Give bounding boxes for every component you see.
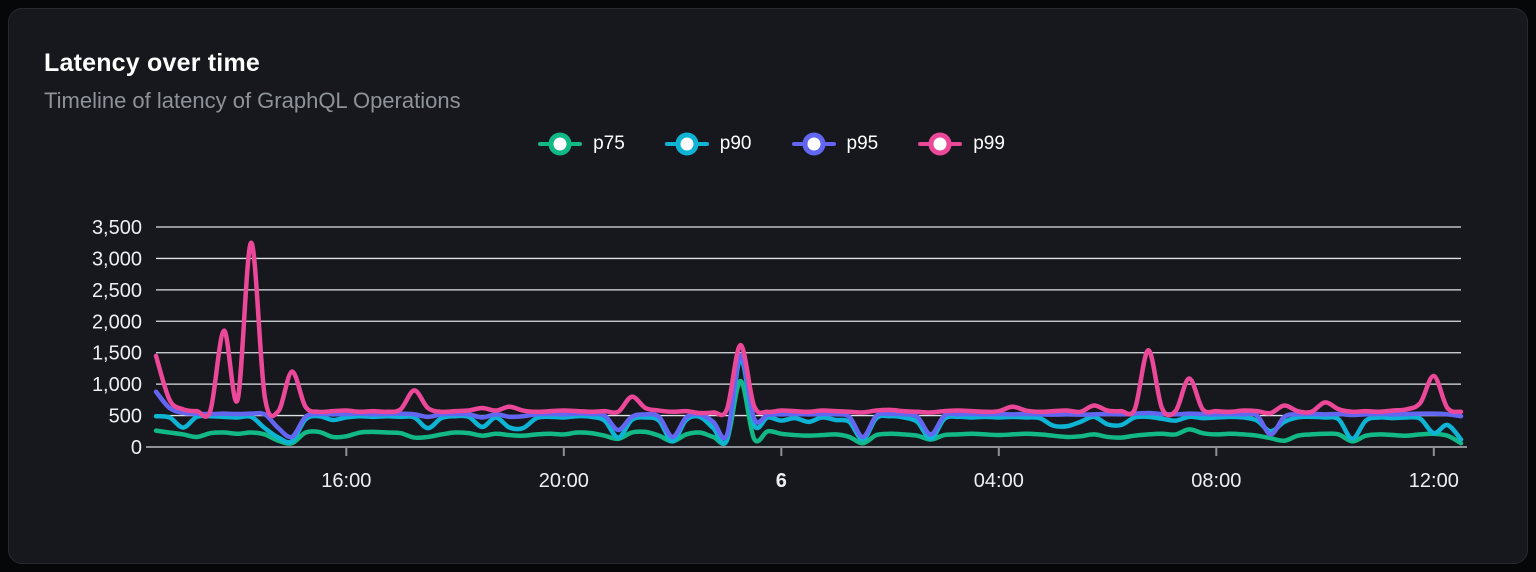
legend-label: p95 <box>846 133 879 154</box>
chart-title: Latency over time <box>44 49 260 77</box>
x-tick-label: 6 <box>776 470 787 492</box>
legend-dot-icon <box>802 132 825 156</box>
legend-label: p99 <box>973 133 1005 154</box>
chart-area: 0 500 1,000 1,500 2,000 2,500 3,000 3,500 16:00 2… <box>41 215 1481 512</box>
y-tick-label: 1,000 <box>92 374 142 396</box>
legend-item-p75[interactable]: p75 <box>538 131 625 157</box>
legend-label: p90 <box>719 133 752 154</box>
x-tick-label: 12:00 <box>1409 470 1459 492</box>
legend-marker-p99 <box>918 131 963 157</box>
legend-label: p75 <box>593 133 625 154</box>
legend-marker-p95 <box>791 131 836 157</box>
y-tick-label: 3,500 <box>92 217 142 239</box>
series-line-p95 <box>153 352 1464 441</box>
legend-marker-p90 <box>664 131 709 157</box>
legend-dot-icon <box>928 132 952 156</box>
legend-item-p99[interactable]: p99 <box>918 131 1005 157</box>
chart-subtitle: Timeline of latency of GraphQL Operation… <box>44 88 461 113</box>
x-tick-label: 04:00 <box>974 470 1024 492</box>
legend-marker-p75 <box>538 131 583 157</box>
series-line-p90 <box>153 356 1464 446</box>
y-tick-label: 3,000 <box>92 248 142 270</box>
latency-card: Latency over time Timeline of latency of… <box>8 8 1528 564</box>
legend-item-p95[interactable]: p95 <box>791 131 879 157</box>
series-line-p99 <box>153 240 1464 419</box>
legend: p75 p90 p95 p99 <box>44 130 1499 158</box>
latency-chart: 0 500 1,000 1,500 2,000 2,500 3,000 3,500 16:00 2… <box>92 217 1467 492</box>
legend-dot-icon <box>675 132 699 156</box>
legend-dot-icon <box>548 132 572 156</box>
series-line-p75 <box>153 378 1464 446</box>
x-tick-label: 20:00 <box>539 470 589 492</box>
legend-item-p90[interactable]: p90 <box>664 131 752 157</box>
x-tick-label: 16:00 <box>321 470 371 492</box>
y-tick-label: 1,500 <box>92 343 142 365</box>
y-tick-label: 2,500 <box>92 280 142 302</box>
y-tick-label: 2,000 <box>92 311 142 333</box>
x-tick-label: 08:00 <box>1191 470 1241 492</box>
y-tick-label: 0 <box>131 437 142 459</box>
y-tick-label: 500 <box>109 406 142 428</box>
